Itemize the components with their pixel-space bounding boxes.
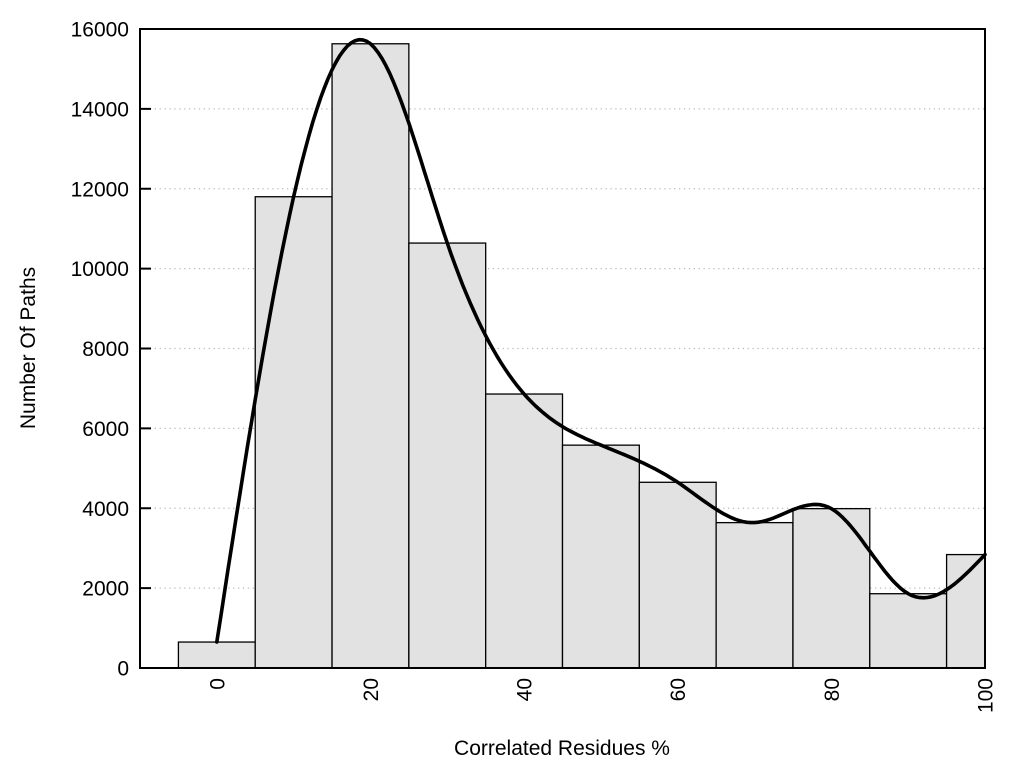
x-axis-title: Correlated Residues % [454, 737, 670, 760]
y-tick-label-8000: 8000 [82, 338, 129, 361]
y-axis-title: Number Of Paths [17, 267, 40, 429]
bar-x100 [945, 553, 986, 669]
y-tick-label-0: 0 [117, 658, 129, 681]
bar-x40 [485, 393, 564, 669]
y-tick-label-12000: 12000 [71, 178, 129, 201]
bar-x30 [408, 242, 487, 669]
y-tick-label-2000: 2000 [82, 578, 129, 601]
bar-x60 [638, 481, 717, 669]
plot-border [139, 28, 986, 669]
x-tick-label-100: 100 [975, 678, 998, 713]
x-tick-label-20: 20 [360, 678, 383, 701]
x-tick-label-40: 40 [514, 678, 537, 701]
y-tick-label-6000: 6000 [82, 418, 129, 441]
y-tick-label-10000: 10000 [71, 258, 129, 281]
bar-x90 [869, 593, 948, 669]
spline-curve [215, 37, 987, 644]
bar-x20 [331, 43, 410, 669]
x-tick-label-80: 80 [821, 678, 844, 701]
x-tick-label-60: 60 [667, 678, 690, 701]
bar-x50 [561, 444, 640, 669]
y-tick-label-16000: 16000 [71, 19, 129, 42]
histogram-bars [177, 43, 986, 669]
y-tick-label-4000: 4000 [82, 498, 129, 521]
bar-x10 [254, 196, 333, 669]
tick-labels: 0 2000 4000 6000 8000 10000 12000 14000 16000 0 20… [71, 19, 998, 714]
smooth-spline-curve [215, 37, 987, 644]
plot-frame [139, 28, 986, 669]
bar-x70 [715, 521, 794, 669]
x-tick-label-0: 0 [206, 678, 229, 690]
y-tick-label-14000: 14000 [71, 98, 129, 121]
bar-x0 [177, 641, 256, 669]
